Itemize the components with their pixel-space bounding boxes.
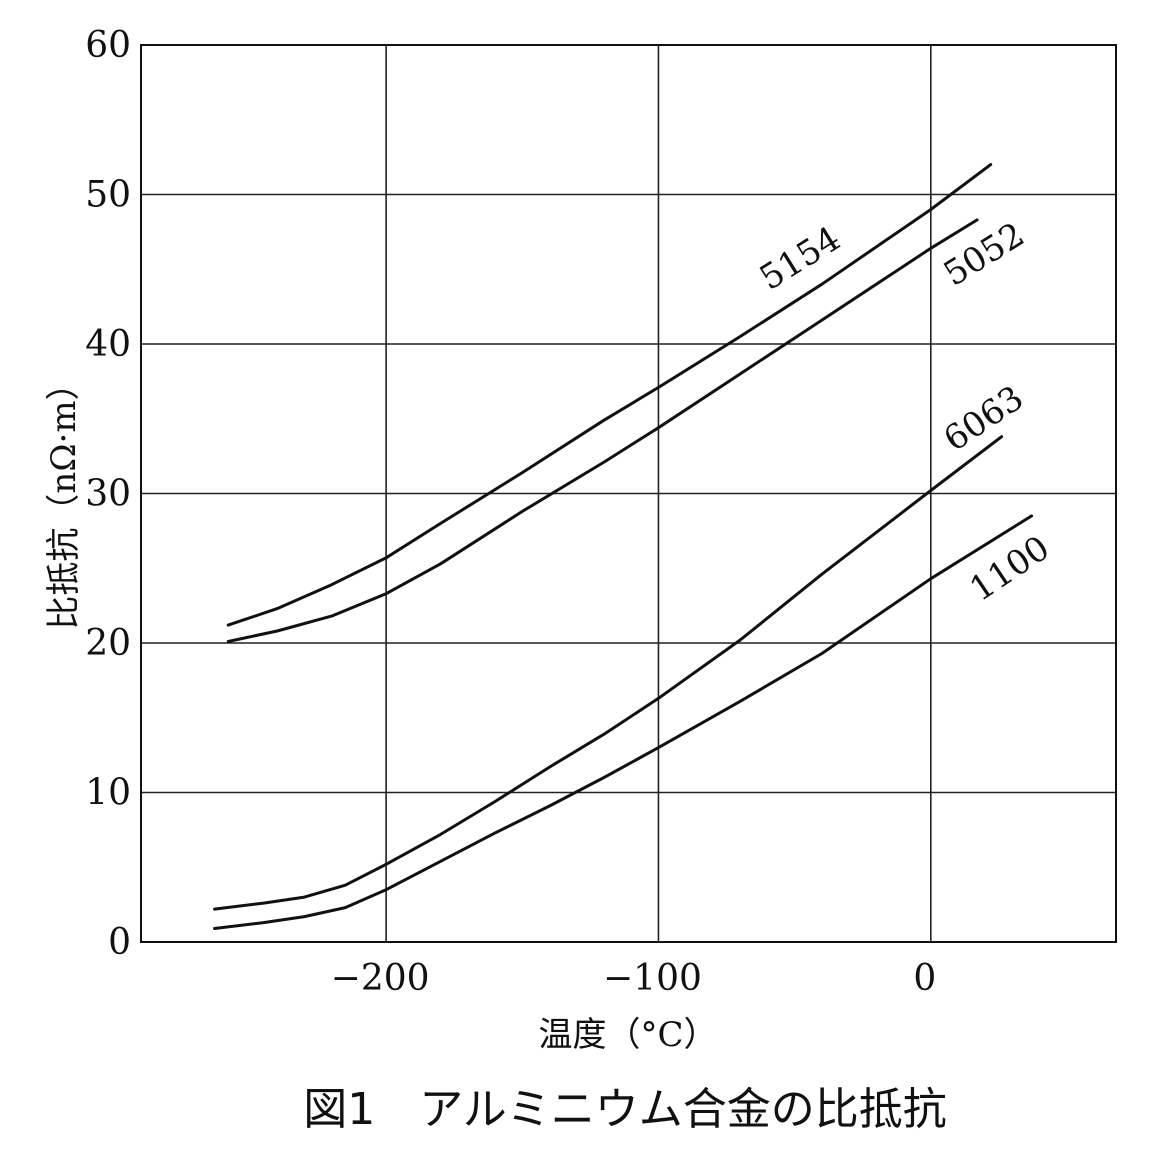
y-axis-title: 比抵抗（nΩ·m） [44,366,84,629]
x-tick-label: −100 [603,958,702,999]
series-label-5154: 5154 [753,219,848,299]
series-label-6063: 6063 [937,378,1031,460]
x-tick-label: 0 [913,958,936,999]
y-tick-label: 0 [108,922,131,963]
grid-lines [141,45,1116,942]
figure-caption: 図1 アルミニウム合金の比抵抗 [303,1084,947,1135]
y-tick-label: 50 [85,175,131,216]
y-tick-label: 40 [85,324,131,365]
series-label-1100: 1100 [963,528,1057,610]
plot-frame [140,44,1117,943]
y-tick-label: 30 [85,474,131,515]
series-line-5154 [226,163,993,627]
y-tick-label: 10 [85,773,131,814]
x-axis-title: 温度（°C） [538,1015,717,1055]
x-tick-label: −200 [331,958,430,999]
series-lines [213,163,1034,930]
series-label-5052: 5052 [937,215,1032,295]
series-line-1100 [213,514,1034,930]
series-line-6063 [213,435,1004,911]
y-tick-label: 60 [85,25,131,66]
series-labels: 5154 5052 6063 1100 [753,215,1057,610]
tick-labels: 0 10 20 30 40 50 60 −200 −100 0 [85,25,936,999]
y-tick-label: 20 [85,623,131,664]
series-line-5052 [226,218,979,643]
